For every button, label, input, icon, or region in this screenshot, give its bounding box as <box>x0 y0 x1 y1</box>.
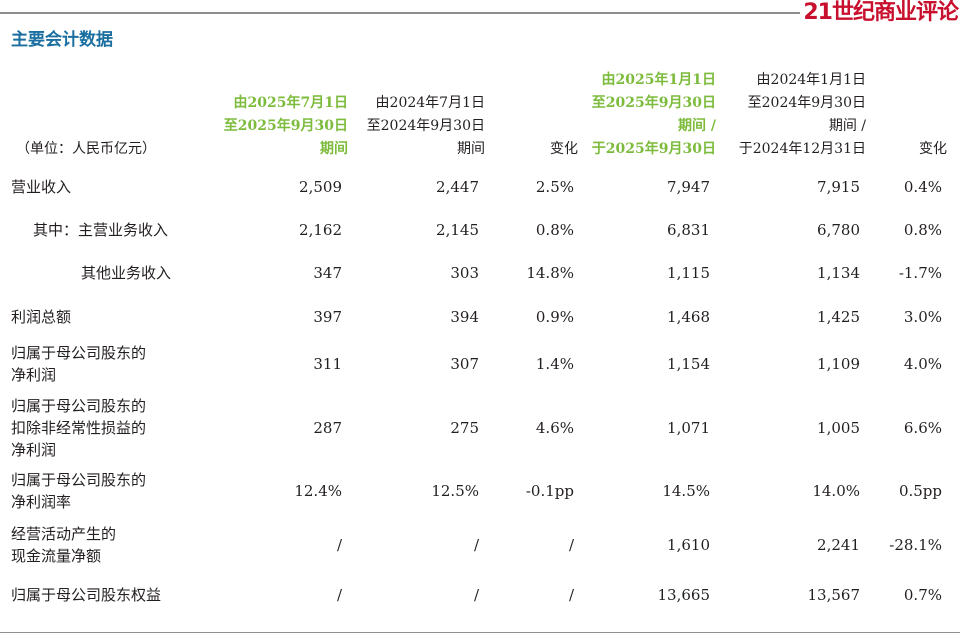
cell-q3-2025: 287 <box>313 419 342 437</box>
cell-q3-2025: / <box>336 586 342 604</box>
cell-change-q3: 14.8% <box>526 264 574 282</box>
cell-change-ytd: -28.1% <box>889 536 942 554</box>
cell-q3-2024: / <box>473 586 479 604</box>
cell-q3-2024: 394 <box>450 308 479 326</box>
row-label: 营业收入 <box>11 178 72 196</box>
cell-q3-2025: 2,162 <box>299 221 342 239</box>
row-label: 归属于母公司股东权益 <box>11 586 162 604</box>
cell-change-q3: 1.4% <box>535 355 574 373</box>
top-rule <box>0 12 800 14</box>
cell-q3-2024: 303 <box>450 264 479 282</box>
cell-ytd-2025: 1,154 <box>667 355 710 373</box>
cell-ytd-2024: 14.0% <box>812 482 860 500</box>
cell-q3-2025: / <box>336 536 342 554</box>
header-q3-2024: 由2024年7月1日 至2024年9月30日 期间 <box>366 95 485 157</box>
cell-ytd-2025: 1,468 <box>667 308 710 326</box>
cell-change-q3: 0.9% <box>535 308 574 326</box>
row-label: 经营活动产生的 现金流量净额 <box>11 525 117 565</box>
header-q3-2025: 由2025年7月1日 至2025年9月30日 期间 <box>223 95 348 157</box>
cell-q3-2025: 397 <box>313 308 342 326</box>
cell-ytd-2024: 13,567 <box>807 586 861 604</box>
cell-change-ytd: 3.0% <box>903 308 942 326</box>
row-label: 归属于母公司股东的 净利润 <box>11 344 147 384</box>
cell-q3-2024: 12.5% <box>431 482 479 500</box>
cell-ytd-2025: 14.5% <box>662 482 710 500</box>
cell-q3-2024: 275 <box>450 419 479 437</box>
row-label: 归属于母公司股东的 扣除非经常性损益的 净利润 <box>11 397 147 459</box>
row-label: 其他业务收入 <box>81 264 172 282</box>
cell-change-ytd: 0.4% <box>903 178 942 196</box>
cell-q3-2025: 2,509 <box>299 178 342 196</box>
cell-q3-2024: 2,145 <box>436 221 479 239</box>
section-title: 主要会计数据 <box>11 30 113 50</box>
row-label: 利润总额 <box>11 308 72 326</box>
row-label: 归属于母公司股东的 净利润率 <box>11 471 147 511</box>
cell-q3-2025: 347 <box>313 264 342 282</box>
cell-ytd-2024: 1,005 <box>817 419 860 437</box>
cell-change-ytd: 0.5pp <box>898 482 942 500</box>
cell-change-ytd: 0.8% <box>903 221 942 239</box>
cell-q3-2024: 2,447 <box>436 178 479 196</box>
row-label: 其中：主营业务收入 <box>33 221 169 239</box>
header-ytd-2024: 由2024年1月1日 至2024年9月30日 期间 / 于2024年12月31日 <box>738 72 866 157</box>
cell-change-ytd: 4.0% <box>903 355 942 373</box>
cell-change-q3: -0.1pp <box>525 482 574 500</box>
bottom-rule <box>0 632 960 633</box>
cell-ytd-2024: 1,425 <box>817 308 860 326</box>
cell-ytd-2025: 1,115 <box>667 264 710 282</box>
cell-change-q3: 2.5% <box>535 178 574 196</box>
cell-q3-2025: 311 <box>313 355 342 373</box>
cell-change-ytd: 6.6% <box>903 419 942 437</box>
cell-change-q3: / <box>568 586 574 604</box>
header-change-ytd: 变化 <box>919 141 947 157</box>
cell-ytd-2024: 1,109 <box>817 355 860 373</box>
cell-change-q3: 0.8% <box>535 221 574 239</box>
cell-change-q3: / <box>568 536 574 554</box>
cell-ytd-2024: 6,780 <box>817 221 860 239</box>
header-change-q3: 变化 <box>550 141 578 157</box>
brand-logo: 21世纪商业评论 <box>803 0 959 25</box>
header-ytd-2025: 由2025年1月1日 至2025年9月30日 期间 / 于2025年9月30日 <box>591 72 716 157</box>
cell-q3-2024: 307 <box>450 355 479 373</box>
cell-ytd-2025: 13,665 <box>657 586 711 604</box>
cell-change-ytd: -1.7% <box>898 264 942 282</box>
cell-ytd-2025: 1,610 <box>667 536 710 554</box>
cell-ytd-2025: 1,071 <box>667 419 710 437</box>
cell-ytd-2025: 6,831 <box>667 221 710 239</box>
cell-q3-2024: / <box>473 536 479 554</box>
cell-ytd-2024: 7,915 <box>817 178 860 196</box>
unit-label: （单位：人民币亿元） <box>16 141 156 157</box>
cell-ytd-2024: 1,134 <box>817 264 860 282</box>
cell-ytd-2025: 7,947 <box>667 178 710 196</box>
cell-q3-2025: 12.4% <box>294 482 342 500</box>
cell-ytd-2024: 2,241 <box>817 536 860 554</box>
cell-change-q3: 4.6% <box>535 419 574 437</box>
cell-change-ytd: 0.7% <box>903 586 942 604</box>
